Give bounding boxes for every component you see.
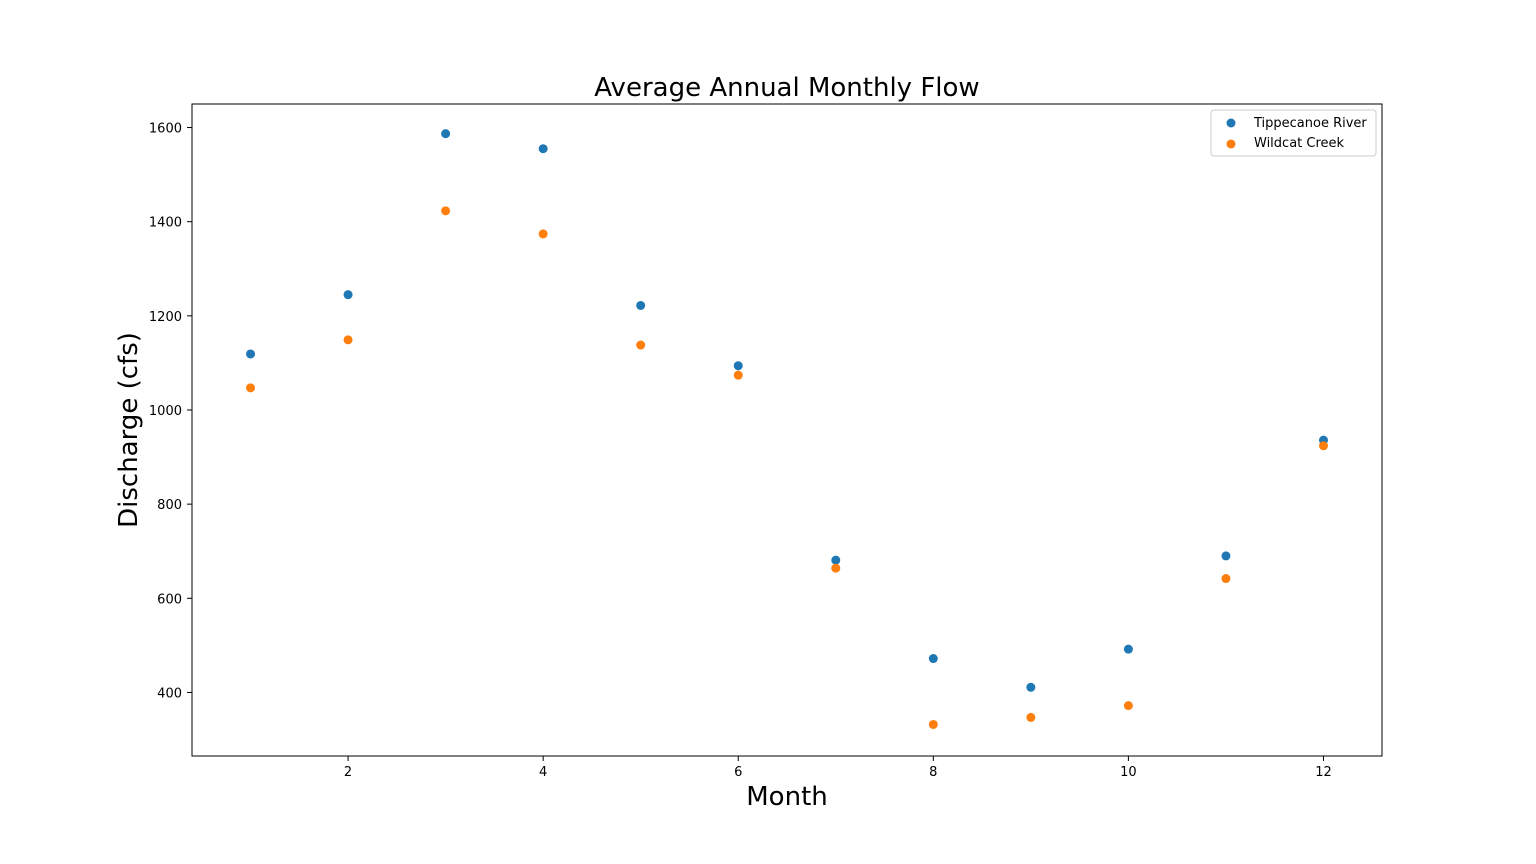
data-point-tippecanoe-river	[1123, 644, 1133, 654]
chart-title: Average Annual Monthly Flow	[594, 73, 979, 103]
data-point-tippecanoe-river	[928, 654, 938, 664]
legend-marker-wildcat-creek	[1226, 139, 1236, 149]
data-point-wildcat-creek	[928, 719, 938, 729]
x-axis-ticks: 2 4 6 8 10 12	[344, 756, 1332, 780]
data-point-tippecanoe-river	[636, 300, 646, 310]
data-point-tippecanoe-river	[538, 144, 548, 154]
y-tick-label: 400	[157, 686, 182, 701]
y-tick-label: 800	[157, 498, 182, 513]
data-point-wildcat-creek	[733, 370, 743, 380]
data-point-wildcat-creek	[343, 335, 353, 345]
data-point-wildcat-creek	[441, 206, 451, 216]
legend-marker-tippecanoe-river	[1226, 118, 1236, 128]
data-point-wildcat-creek	[831, 563, 841, 573]
data-point-wildcat-creek	[1221, 574, 1231, 584]
data-point-wildcat-creek	[246, 383, 256, 393]
data-point-wildcat-creek	[636, 340, 646, 350]
data-point-tippecanoe-river	[441, 129, 451, 139]
x-tick-label: 8	[929, 765, 937, 780]
data-point-tippecanoe-river	[831, 555, 841, 565]
y-tick-label: 1600	[149, 122, 182, 137]
data-point-wildcat-creek	[1123, 701, 1133, 711]
x-tick-label: 12	[1315, 765, 1332, 780]
data-point-tippecanoe-river	[733, 361, 743, 371]
data-point-wildcat-creek	[538, 229, 548, 239]
y-axis-label: Discharge (cfs)	[114, 332, 144, 528]
legend-box	[1210, 109, 1377, 157]
data-point-tippecanoe-river	[343, 290, 353, 300]
x-tick-label: 6	[734, 765, 742, 780]
y-tick-label: 600	[157, 592, 182, 607]
data-point-tippecanoe-river	[1026, 682, 1036, 692]
data-point-wildcat-creek	[1318, 441, 1328, 451]
y-tick-label: 1200	[149, 310, 182, 325]
data-point-tippecanoe-river	[246, 349, 256, 359]
data-point-wildcat-creek	[1026, 712, 1036, 722]
x-tick-label: 10	[1120, 765, 1137, 780]
data-point-tippecanoe-river	[1221, 551, 1231, 561]
legend-label-wildcat-creek: Wildcat Creek	[1254, 136, 1345, 151]
data-points	[246, 129, 1328, 729]
legend-label-tippecanoe-river: Tippecanoe River	[1253, 116, 1367, 131]
legend: Tippecanoe River Wildcat Creek	[1210, 109, 1377, 157]
plot-area	[191, 103, 1383, 757]
y-tick-label: 1000	[149, 404, 182, 419]
y-tick-label: 1400	[149, 216, 182, 231]
x-tick-label: 4	[539, 765, 547, 780]
x-axis-label: Month	[746, 782, 828, 812]
y-axis-ticks: 400 600 800 1000 1200 1400 1600	[149, 122, 192, 701]
x-tick-label: 2	[344, 765, 352, 780]
